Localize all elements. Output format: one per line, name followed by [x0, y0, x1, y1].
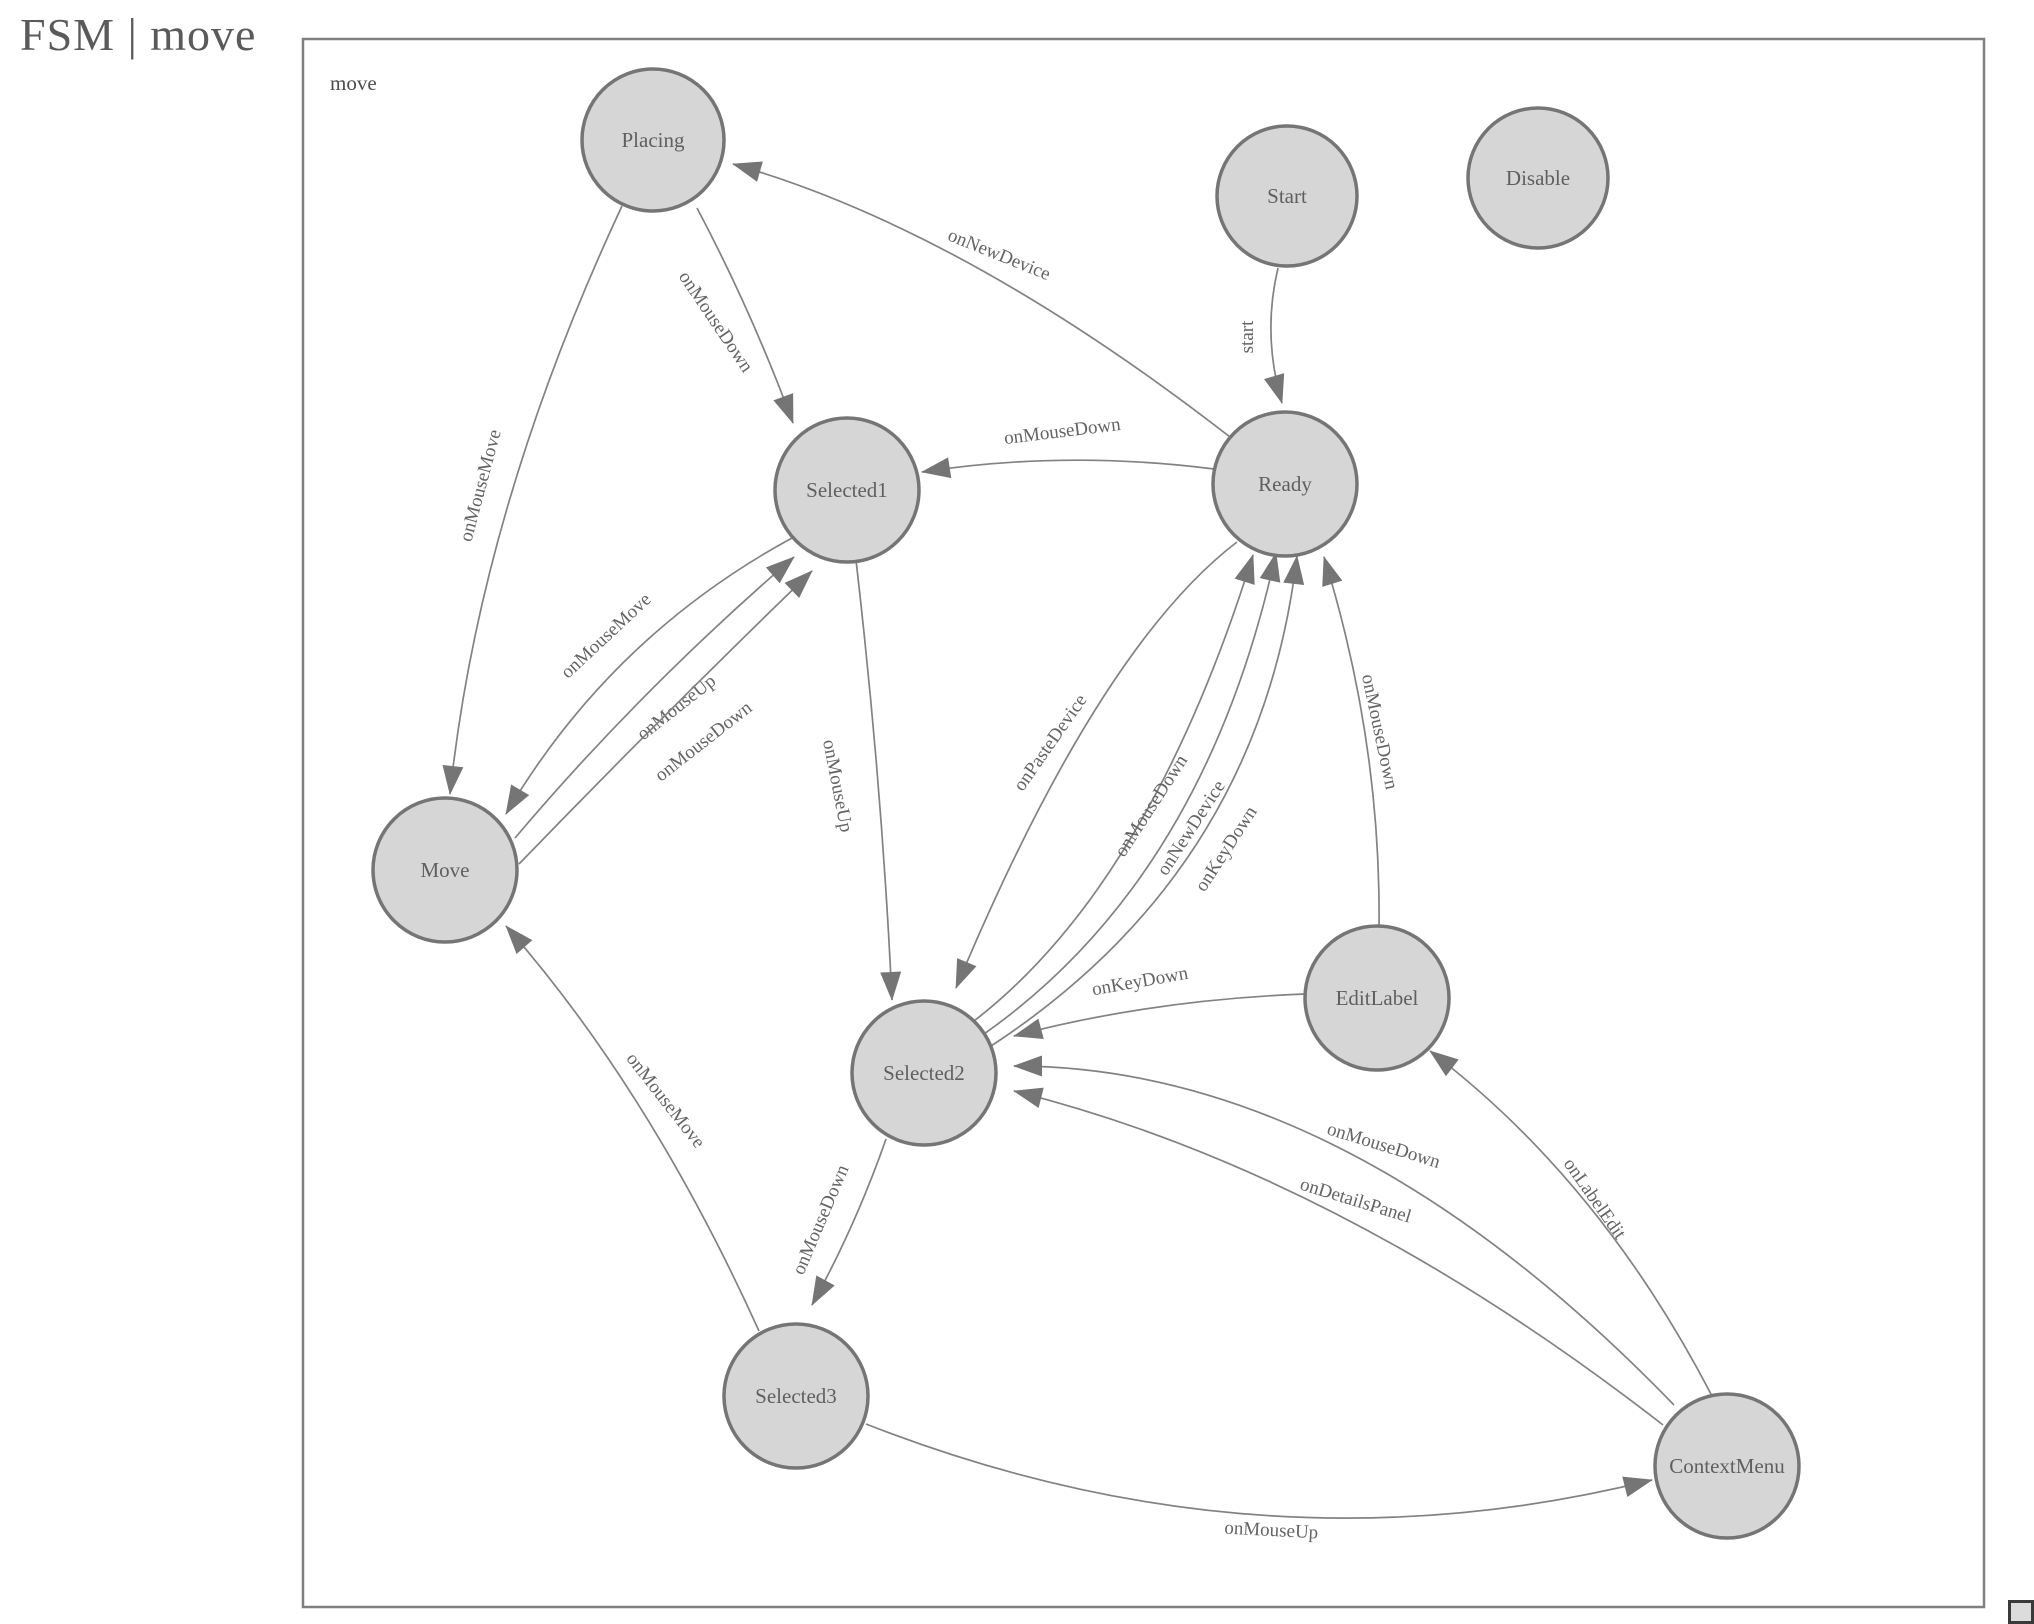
state-node-Start[interactable] — [1215, 124, 1359, 268]
state-node-ContextMenu[interactable] — [1653, 1392, 1801, 1540]
transition-ContextMenu-Selected2 — [1013, 1055, 1675, 1406]
state-label-EditLabel: EditLabel — [1336, 986, 1419, 1010]
transition-Move-Selected1 — [518, 570, 813, 865]
diagram-frame-label: move — [330, 71, 377, 95]
transition-EditLabel-Selected2 — [1013, 993, 1306, 1039]
state-label-Ready: Ready — [1258, 472, 1312, 496]
transition-label-Ready-Selected2: onPasteDevice — [1010, 691, 1092, 796]
transition-ContextMenu-EditLabel — [1429, 1050, 1713, 1397]
state-node-Placing[interactable] — [580, 67, 726, 213]
state-node-Selected2[interactable] — [850, 999, 998, 1147]
transition-Placing-Selected1 — [696, 207, 794, 424]
transition-Selected2-Ready — [973, 554, 1255, 1022]
transition-label-Selected1-Move: onMouseMove — [557, 589, 655, 683]
transition-label-Selected2-Selected3: onMouseDown — [788, 1161, 853, 1278]
transition-EditLabel-Ready — [1322, 556, 1380, 927]
state-label-Start: Start — [1267, 184, 1307, 208]
state-label-ContextMenu: ContextMenu — [1669, 1454, 1785, 1478]
transition-label-EditLabel-Ready: onMouseDown — [1357, 672, 1402, 791]
resize-handle[interactable] — [2008, 1600, 2034, 1624]
state-node-Selected1[interactable] — [773, 416, 921, 564]
state-node-EditLabel[interactable] — [1303, 924, 1451, 1072]
transition-Selected1-Move — [505, 537, 793, 815]
transition-Selected2-Ready — [983, 552, 1281, 1035]
transition-label-Ready-Placing: onNewDevice — [945, 225, 1054, 285]
state-node-Disable[interactable] — [1466, 106, 1610, 250]
transition-Ready-Selected1 — [921, 457, 1215, 479]
transition-label-Placing-Selected1: onMouseDown — [674, 267, 757, 376]
transition-label-Ready-Selected1: onMouseDown — [1003, 414, 1122, 449]
transition-ContextMenu-Selected2 — [1013, 1087, 1664, 1426]
transition-label-EditLabel-Selected2: onKeyDown — [1090, 963, 1190, 1001]
transition-Selected2-Ready — [990, 555, 1305, 1047]
page-title: FSM | move — [20, 9, 257, 60]
transition-label-Selected3-Move: onMouseMove — [622, 1049, 709, 1153]
transition-Ready-Placing — [732, 161, 1231, 438]
state-label-Move: Move — [421, 858, 470, 882]
transition-Start-Ready — [1264, 267, 1285, 404]
state-label-Selected1: Selected1 — [806, 478, 888, 502]
transition-label-ContextMenu-EditLabel: onLabelEdit — [1559, 1154, 1630, 1244]
state-label-Disable: Disable — [1506, 166, 1570, 190]
transition-label-Selected3-ContextMenu: onMouseUp — [1224, 1518, 1319, 1544]
state-node-Ready[interactable] — [1211, 410, 1359, 558]
transition-Ready-Selected2 — [955, 541, 1238, 989]
transition-label-ContextMenu-Selected2: onMouseDown — [1325, 1119, 1444, 1173]
state-label-Selected2: Selected2 — [883, 1061, 965, 1085]
state-label-Selected3: Selected3 — [755, 1384, 837, 1408]
transition-Placing-Move — [442, 205, 623, 795]
transition-Selected3-ContextMenu — [865, 1423, 1653, 1519]
state-label-Placing: Placing — [622, 128, 685, 152]
diagram-frame — [301, 37, 1986, 1609]
transition-Move-Selected1 — [514, 556, 795, 839]
transition-label-ContextMenu-Selected2: onDetailsPanel — [1298, 1174, 1414, 1228]
state-node-Selected3[interactable] — [722, 1322, 870, 1470]
transition-Selected2-Selected3 — [811, 1138, 887, 1306]
transition-Selected1-Selected2 — [855, 559, 902, 1001]
transition-Selected3-Move — [505, 925, 760, 1332]
transition-label-Selected1-Selected2: onMouseUp — [818, 738, 857, 834]
transition-label-Placing-Move: onMouseMove — [456, 427, 506, 544]
state-node-Move[interactable] — [371, 796, 519, 944]
transition-label-Start-Ready: start — [1237, 320, 1258, 353]
